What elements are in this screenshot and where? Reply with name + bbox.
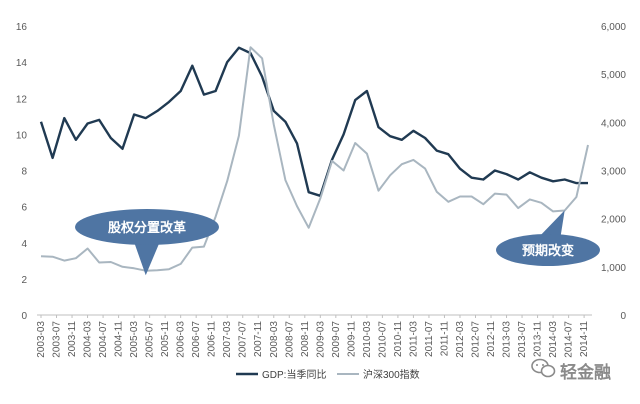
right-tick-label: 3,000 xyxy=(601,167,626,178)
x-tick-label: 2007-03 xyxy=(222,321,233,358)
x-tick-label: 2010-07 xyxy=(377,321,388,358)
x-tick-label: 2007-11 xyxy=(253,321,264,357)
x-tick-label: 2003-11 xyxy=(67,321,78,357)
x-tick-label: 2008-07 xyxy=(284,321,295,358)
x-tick-label: 2004-07 xyxy=(98,321,109,358)
x-tick-label: 2014-07 xyxy=(564,321,575,358)
gdp-series-line xyxy=(39,46,588,198)
x-tick-label: 2013-11 xyxy=(533,321,544,357)
right-tick-label: 4,000 xyxy=(601,118,626,129)
x-tick-label: 2003-03 xyxy=(36,321,47,358)
right-axis-ticks: 0 1,000 2,000 3,000 4,000 5,000 6,000 xyxy=(601,22,626,322)
left-tick-label: 8 xyxy=(21,167,27,178)
x-tick-label: 2005-07 xyxy=(145,321,156,358)
left-tick-label: 10 xyxy=(16,130,28,141)
callout-bubble xyxy=(75,209,219,245)
x-tick-label: 2008-03 xyxy=(269,321,280,358)
x-tick-label: 2014-03 xyxy=(548,321,559,358)
x-tick-label: 2011-11 xyxy=(439,321,450,357)
x-tick-label: 2013-07 xyxy=(517,321,528,358)
left-axis-ticks: 0 2 4 6 8 10 12 14 16 xyxy=(16,22,28,322)
left-tick-label: 14 xyxy=(16,58,28,69)
x-tick-label: 2009-11 xyxy=(346,321,357,357)
x-tick-label: 2009-07 xyxy=(331,321,342,358)
callout-reform: 股权分置改革 xyxy=(75,209,219,276)
watermark: 轻金融 xyxy=(531,358,611,382)
series-layer xyxy=(39,46,589,272)
callout-expectation: 预期改变 xyxy=(496,210,600,266)
left-tick-label: 6 xyxy=(21,203,27,214)
csi300-series-line xyxy=(40,46,589,272)
legend-label-gdp: GDP:当季同比 xyxy=(262,368,326,381)
left-tick-label: 16 xyxy=(16,22,28,33)
x-tick-label: 2004-11 xyxy=(114,321,125,357)
x-tick-label: 2004-03 xyxy=(83,321,94,358)
legend-label-csi300: 沪深300指数 xyxy=(363,368,420,381)
x-tick-label: 2011-03 xyxy=(408,321,419,357)
callout-pointer xyxy=(133,239,161,276)
right-tick-label: 6,000 xyxy=(601,22,626,33)
x-tick-label: 2007-07 xyxy=(238,321,249,358)
watermark-text: 轻金融 xyxy=(560,362,611,382)
wechat-icon xyxy=(531,358,556,378)
x-tick-label: 2012-11 xyxy=(486,321,497,357)
x-tick-label: 2006-03 xyxy=(176,321,187,358)
callout-bubble xyxy=(496,234,600,266)
x-tick-label: 2008-11 xyxy=(300,321,311,357)
callout-pointer xyxy=(536,210,565,240)
left-tick-label: 0 xyxy=(21,311,27,322)
right-tick-label: 1,000 xyxy=(601,263,626,274)
x-axis-ticks: 2003-03 2003-07 2003-11 2004-03 2004-07 2004-… xyxy=(36,315,590,358)
x-tick-label: 2006-11 xyxy=(207,321,218,357)
right-tick-label: 2,000 xyxy=(601,215,626,226)
x-tick-label: 2014-11 xyxy=(579,321,590,357)
x-tick-label: 2012-07 xyxy=(470,321,481,358)
x-tick-label: 2006-07 xyxy=(191,321,202,358)
x-tick-label: 2011-07 xyxy=(424,321,435,357)
x-tick-label: 2005-11 xyxy=(160,321,171,357)
right-tick-label: 5,000 xyxy=(601,70,626,81)
callout-label: 股权分置改革 xyxy=(108,220,186,235)
left-tick-label: 2 xyxy=(21,275,27,286)
x-tick-label: 2012-03 xyxy=(455,321,466,358)
x-tick-label: 2010-11 xyxy=(393,321,404,357)
x-tick-label: 2003-07 xyxy=(52,321,63,358)
callout-label: 预期改变 xyxy=(522,243,574,258)
x-tick-label: 2009-03 xyxy=(315,321,326,358)
x-tick-label: 2013-03 xyxy=(502,321,513,358)
x-tick-label: 2010-03 xyxy=(362,321,373,358)
left-tick-label: 4 xyxy=(21,239,27,250)
x-tick-label: 2005-03 xyxy=(129,321,140,358)
left-tick-label: 12 xyxy=(16,94,28,105)
legend: GDP:当季同比 沪深300指数 xyxy=(236,368,420,381)
right-tick-label: 0 xyxy=(620,311,626,322)
